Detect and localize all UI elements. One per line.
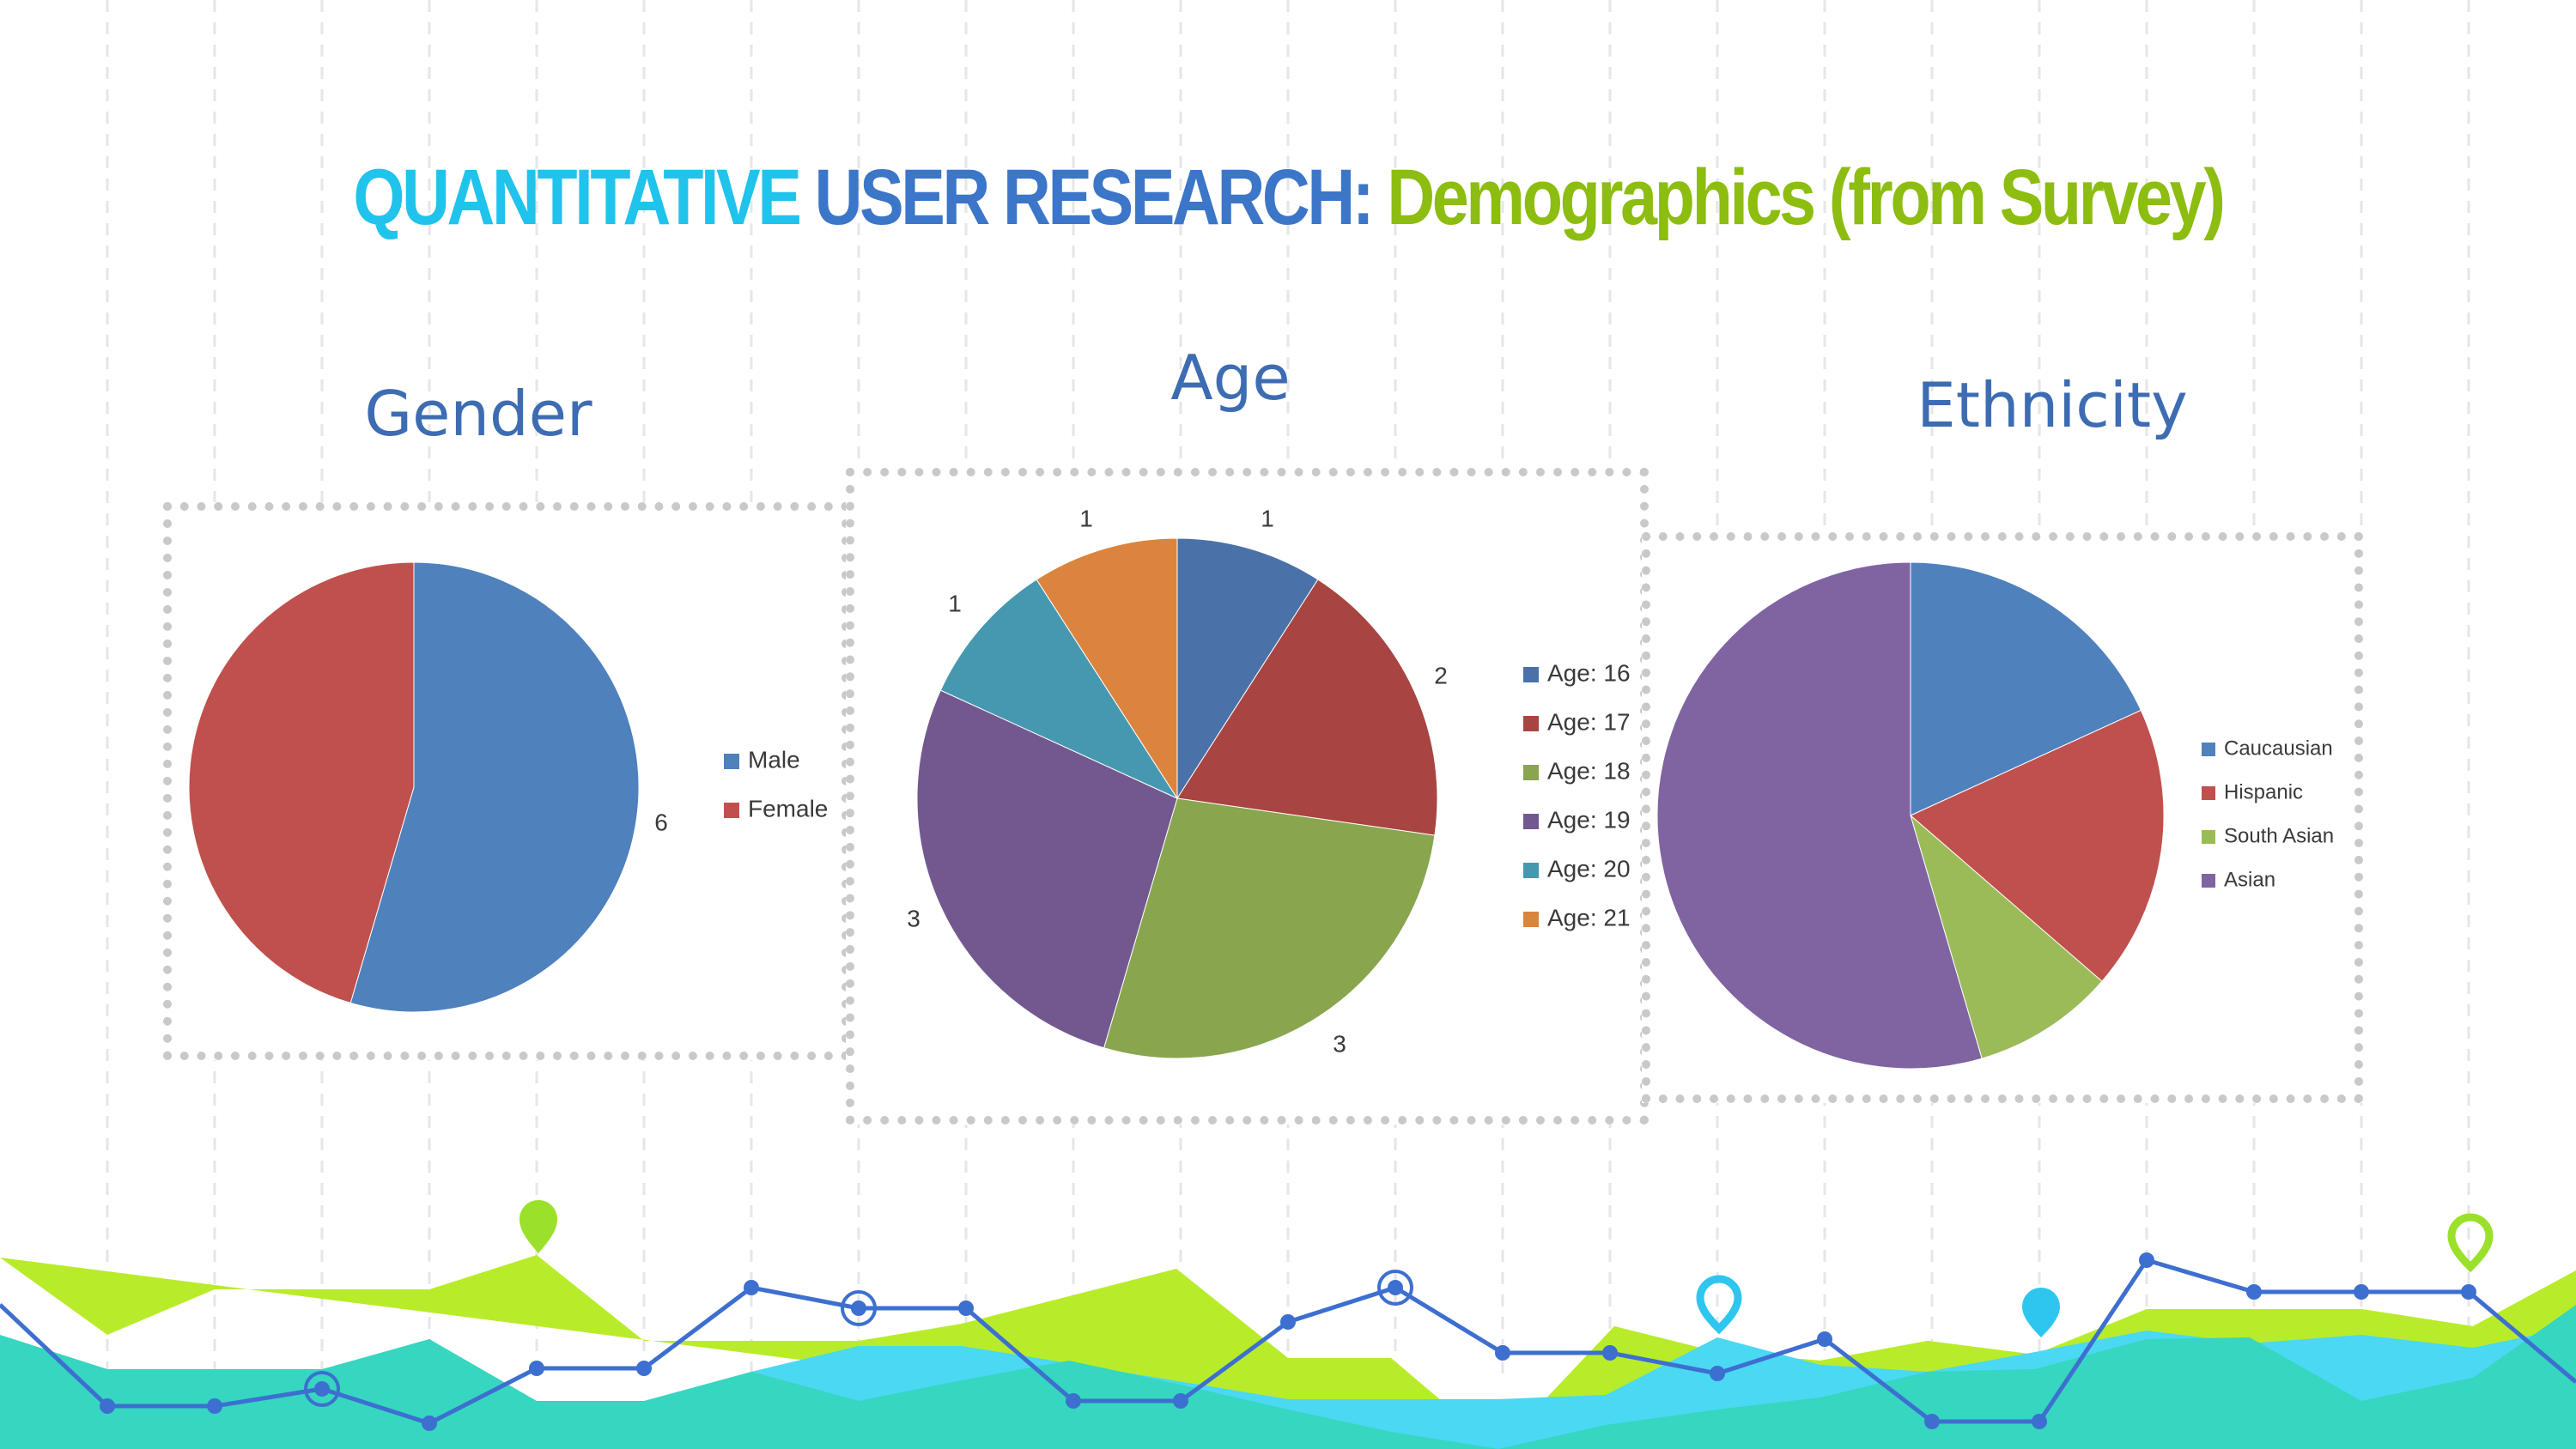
legend-swatch xyxy=(2202,743,2215,756)
background-gridlines xyxy=(106,0,2470,1373)
legend-swatch xyxy=(724,754,739,769)
pie-slice-age-18 xyxy=(1103,797,1436,1059)
legend-swatch xyxy=(1523,765,1539,780)
pie-slice-hispanic xyxy=(1910,709,2165,982)
trend-point xyxy=(2354,1284,2369,1300)
legend-label: South Asian xyxy=(2224,824,2334,847)
data-label: 1 xyxy=(948,590,962,616)
ethnicity-pie-chart: Caucausian Hispanic South Asian Asian xyxy=(1656,561,2334,1070)
pin-cyan-icon xyxy=(1696,1275,1742,1335)
trend-point xyxy=(1817,1331,1832,1347)
age-pie-chart: 1 2 3 3 1 1 Age: 16 Age: 17 Age: 18 Age: 19 Age: 2… xyxy=(907,505,1631,1059)
data-label: 3 xyxy=(1333,1030,1346,1057)
pie-slice-age-21 xyxy=(1036,537,1178,800)
trend-point xyxy=(314,1381,330,1397)
data-label: 1 xyxy=(1261,505,1274,531)
legend-swatch xyxy=(2202,786,2215,800)
pie-slice-asian xyxy=(1656,561,1983,1070)
legend-swatch xyxy=(1523,912,1539,927)
legend-swatch xyxy=(1523,716,1539,731)
legend-label: Male xyxy=(748,746,800,773)
legend-swatch xyxy=(1523,814,1539,829)
trend-point xyxy=(1280,1314,1296,1330)
trend-point xyxy=(2032,1414,2047,1429)
trend-point xyxy=(1602,1345,1618,1361)
trend-point xyxy=(529,1361,544,1376)
legend-swatch xyxy=(2202,830,2215,844)
trend-point xyxy=(2246,1284,2262,1300)
pie-slice-male xyxy=(349,561,640,1013)
title-part-user-research: USER RESEARCH: xyxy=(814,154,1375,241)
trend-point xyxy=(1495,1345,1510,1361)
trend-point xyxy=(958,1300,974,1316)
data-label: 6 xyxy=(654,809,668,835)
pie-slice-female xyxy=(188,561,415,1004)
pin-cyan-solid-icon xyxy=(2022,1288,2060,1337)
legend-label: Age: 16 xyxy=(1547,659,1631,686)
trend-point xyxy=(1173,1393,1188,1409)
legend-swatch xyxy=(2202,874,2215,888)
age-chart-title: Age xyxy=(1170,342,1291,414)
pie-slice-age-16 xyxy=(1176,537,1319,800)
trend-point xyxy=(2139,1252,2154,1268)
wave-teal xyxy=(0,1305,2576,1449)
trend-point xyxy=(1066,1393,1081,1409)
legend-label: Hispanic xyxy=(2224,780,2303,803)
legend-label: Age: 21 xyxy=(1547,904,1631,931)
ethnicity-chart-title: Ethnicity xyxy=(1917,369,2188,441)
trend-point xyxy=(851,1300,866,1316)
data-label: 1 xyxy=(1079,505,1093,531)
title-part-demographics: Demographics (from Survey) xyxy=(1387,154,2226,241)
pie-slice-age-17 xyxy=(1176,579,1438,836)
data-label: 2 xyxy=(1434,662,1448,688)
page-title: QUANTITATIVE USER RESEARCH: Demographics… xyxy=(206,153,2370,243)
legend-swatch xyxy=(1523,667,1539,682)
trend-point-ring xyxy=(1377,1270,1413,1306)
title-part-quantitative: QUANTITATIVE xyxy=(353,154,802,241)
legend-label: Asian xyxy=(2224,868,2275,891)
legend-label: Age: 18 xyxy=(1547,757,1631,784)
legend-label: Age: 19 xyxy=(1547,806,1631,833)
legend-swatch xyxy=(1523,863,1539,878)
data-label: 3 xyxy=(907,905,920,931)
pie-slice-age-20 xyxy=(939,579,1179,800)
map-pins xyxy=(519,1200,2494,1337)
trend-point xyxy=(1710,1366,1725,1381)
gender-chart-title: Gender xyxy=(364,378,592,450)
legend-label: Caucausian xyxy=(2224,737,2333,760)
legend-label: Age: 20 xyxy=(1547,855,1631,882)
trend-point xyxy=(1388,1280,1403,1295)
pie-slice-age-19 xyxy=(916,689,1178,1049)
trend-point xyxy=(744,1280,759,1295)
legend-swatch xyxy=(724,803,739,818)
trend-point xyxy=(2461,1284,2476,1300)
pin-lime-outline-icon xyxy=(2447,1213,2494,1273)
trend-point xyxy=(207,1398,222,1414)
trend-point xyxy=(422,1416,437,1431)
pie-slice-caucausian xyxy=(1910,561,2142,816)
trend-points xyxy=(100,1252,2476,1431)
gender-pie-chart: 6 Male Female xyxy=(188,561,828,1013)
legend-label: Age: 17 xyxy=(1547,708,1631,735)
legend-label: Female xyxy=(748,795,828,822)
trend-point-ring xyxy=(304,1371,340,1407)
trend-point xyxy=(636,1361,652,1376)
pie-slice-south-asian xyxy=(1910,814,2103,1059)
trend-point xyxy=(1924,1414,1940,1429)
trend-point-ring xyxy=(841,1290,877,1326)
pin-lime-icon xyxy=(519,1200,557,1253)
trend-point xyxy=(100,1398,115,1414)
